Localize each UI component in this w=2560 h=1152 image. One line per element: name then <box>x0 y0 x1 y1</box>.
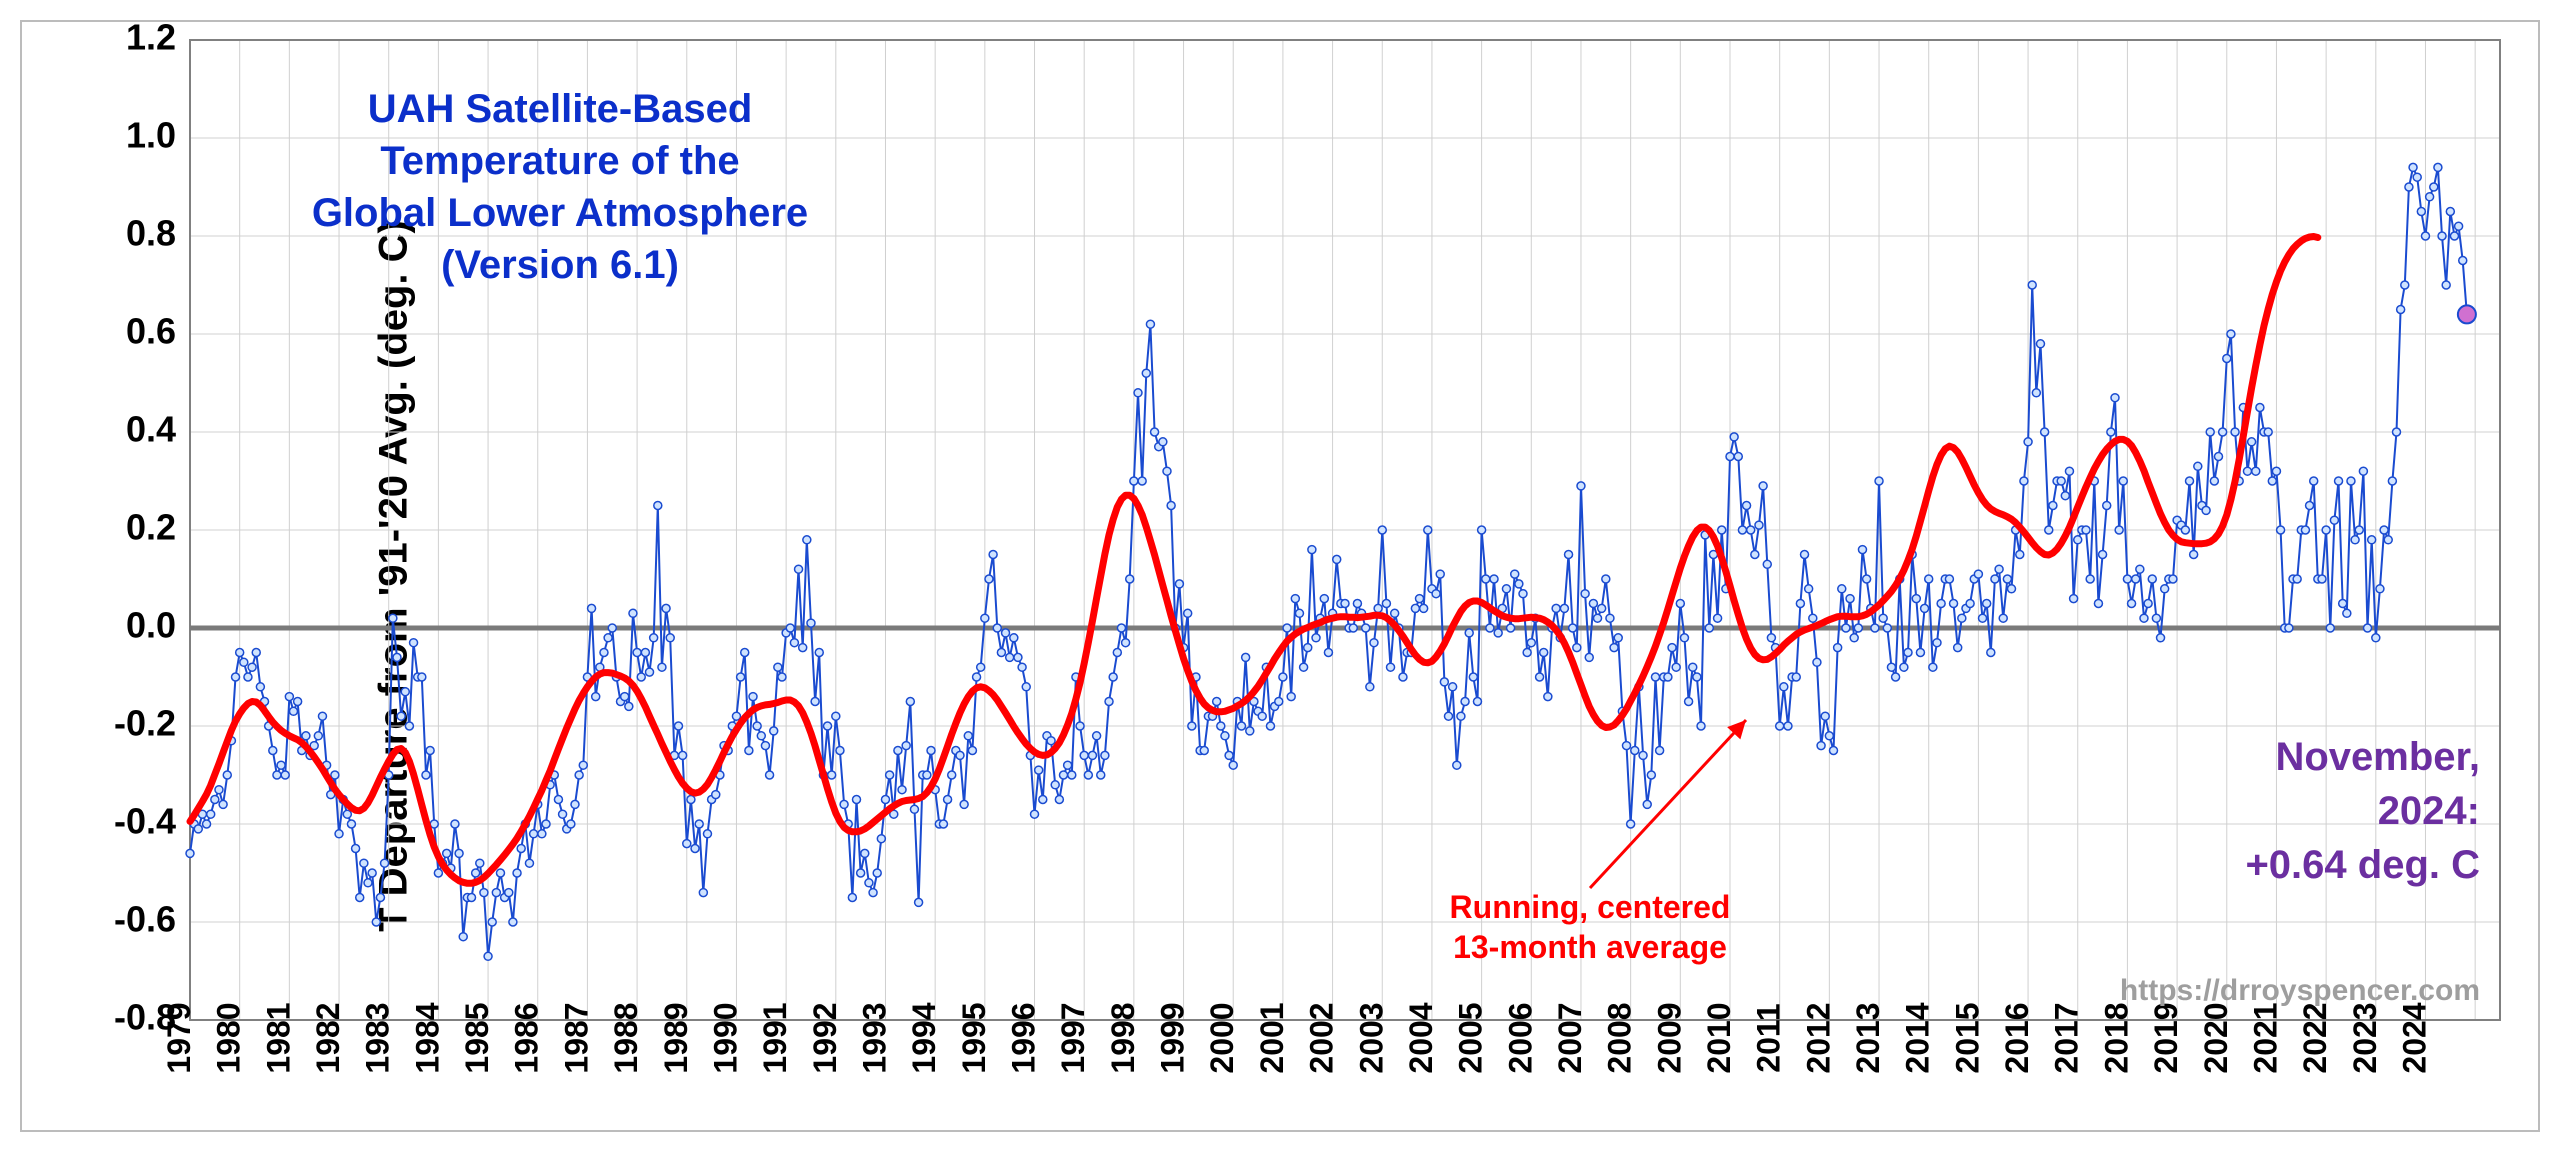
svg-text:1999: 1999 <box>1155 1002 1191 1073</box>
svg-text:2013: 2013 <box>1850 1002 1886 1073</box>
svg-text:1.0: 1.0 <box>126 115 176 156</box>
svg-text:2016: 2016 <box>1999 1002 2035 1073</box>
running-avg-annotation: Running, centered 13-month average <box>1450 720 1746 965</box>
svg-text:-0.6: -0.6 <box>114 899 176 940</box>
svg-text:2022: 2022 <box>2297 1002 2333 1073</box>
svg-text:1990: 1990 <box>707 1002 743 1073</box>
svg-text:0.6: 0.6 <box>126 311 176 352</box>
svg-text:-0.4: -0.4 <box>114 801 176 842</box>
svg-text:2006: 2006 <box>1502 1002 1538 1073</box>
svg-text:1.2: 1.2 <box>126 17 176 58</box>
svg-text:2000: 2000 <box>1204 1002 1240 1073</box>
svg-text:1992: 1992 <box>807 1002 843 1073</box>
svg-text:2012: 2012 <box>1800 1002 1836 1073</box>
svg-text:1994: 1994 <box>906 1002 942 1073</box>
chart-title: UAH Satellite-Based Temperature of the Glo… <box>312 87 808 287</box>
date-label: November, 2024: +0.64 deg. C <box>2245 735 2480 887</box>
svg-text:1986: 1986 <box>509 1002 545 1073</box>
y-tick-labels: -0.8-0.6-0.4-0.20.00.20.40.60.81.01.2 <box>114 17 176 1038</box>
svg-text:1983: 1983 <box>360 1002 396 1073</box>
svg-text:UAH Satellite-Based: UAH Satellite-Based <box>368 87 753 131</box>
svg-text:0.0: 0.0 <box>126 605 176 646</box>
svg-text:2005: 2005 <box>1453 1002 1489 1073</box>
svg-text:1997: 1997 <box>1055 1002 1091 1073</box>
svg-text:1988: 1988 <box>608 1002 644 1073</box>
svg-text:Temperature of the: Temperature of the <box>380 139 739 183</box>
svg-text:2002: 2002 <box>1304 1002 1340 1073</box>
svg-text:1987: 1987 <box>558 1002 594 1073</box>
svg-text:2018: 2018 <box>2098 1002 2134 1073</box>
svg-text:2021: 2021 <box>2247 1002 2283 1073</box>
svg-text:1984: 1984 <box>409 1002 445 1073</box>
svg-text:1979: 1979 <box>161 1002 197 1073</box>
svg-text:2011: 2011 <box>1751 1003 1787 1072</box>
svg-text:1980: 1980 <box>211 1002 247 1073</box>
svg-text:2007: 2007 <box>1552 1002 1588 1073</box>
svg-text:2015: 2015 <box>1949 1002 1985 1073</box>
svg-text:0.2: 0.2 <box>126 507 176 548</box>
svg-text:November,: November, <box>2275 735 2480 779</box>
svg-text:2024: 2024 <box>2396 1002 2432 1073</box>
svg-text:2023: 2023 <box>2347 1002 2383 1073</box>
grid <box>190 40 2500 1020</box>
svg-text:2019: 2019 <box>2148 1002 2184 1073</box>
svg-text:1985: 1985 <box>459 1002 495 1073</box>
svg-text:+0.64 deg. C: +0.64 deg. C <box>2245 843 2480 887</box>
svg-text:1991: 1991 <box>757 1002 793 1073</box>
svg-text:0.4: 0.4 <box>126 409 176 450</box>
svg-text:1989: 1989 <box>658 1002 694 1073</box>
svg-text:0.8: 0.8 <box>126 213 176 254</box>
svg-text:Global Lower Atmosphere: Global Lower Atmosphere <box>312 191 808 235</box>
svg-text:2020: 2020 <box>2198 1002 2234 1073</box>
svg-text:1998: 1998 <box>1105 1002 1141 1073</box>
svg-text:-0.2: -0.2 <box>114 703 176 744</box>
svg-text:1982: 1982 <box>310 1002 346 1073</box>
svg-text:2014: 2014 <box>1900 1002 1936 1073</box>
svg-text:1996: 1996 <box>1006 1002 1042 1073</box>
svg-text:13-month average: 13-month average <box>1453 929 1727 965</box>
svg-text:2008: 2008 <box>1602 1002 1638 1073</box>
svg-text:2017: 2017 <box>2049 1002 2085 1073</box>
svg-text:2009: 2009 <box>1651 1002 1687 1073</box>
chart-container: T Departure from '91-'20 Avg. (deg. C) -… <box>0 0 2560 1152</box>
svg-text:2024:: 2024: <box>2378 789 2480 833</box>
svg-text:2010: 2010 <box>1701 1002 1737 1073</box>
x-tick-labels: 1979 1980 1981 1982 1983 1984 1985 1986 1987 1988… <box>161 1002 2432 1073</box>
svg-text:(Version 6.1): (Version 6.1) <box>441 243 679 287</box>
source-url: https://drroyspencer.com <box>2120 974 2480 1007</box>
svg-text:2003: 2003 <box>1353 1002 1389 1073</box>
svg-text:Running, centered: Running, centered <box>1450 889 1731 925</box>
chart-svg: -0.8-0.6-0.4-0.20.00.20.40.60.81.01.2197… <box>0 0 2560 1152</box>
svg-text:2001: 2001 <box>1254 1002 1290 1073</box>
svg-text:2004: 2004 <box>1403 1002 1439 1073</box>
svg-text:1993: 1993 <box>856 1002 892 1073</box>
svg-text:1995: 1995 <box>956 1002 992 1073</box>
svg-text:1981: 1981 <box>260 1002 296 1073</box>
